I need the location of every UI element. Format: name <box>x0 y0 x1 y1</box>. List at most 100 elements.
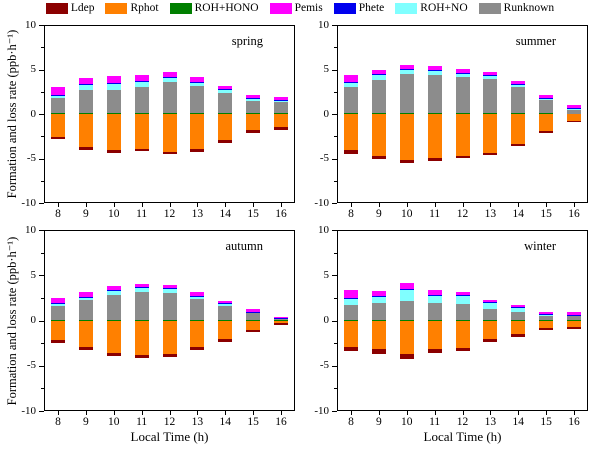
bar-segment-Pemis <box>190 77 205 82</box>
x-tick <box>350 203 352 207</box>
bar-segment-Ldep <box>455 347 470 351</box>
y-tick <box>39 275 44 277</box>
legend-label: Pemis <box>294 2 323 14</box>
bar-segment-Ldep <box>427 158 442 161</box>
legend-item-ROH+NO: ROH+NO <box>395 2 468 15</box>
x-tick <box>141 203 143 207</box>
bar-segment-Pemis <box>455 69 470 73</box>
bar-segment-Ldep <box>134 355 149 359</box>
bar-segment-Ldep <box>106 150 121 154</box>
bar-segment-ROH+NO <box>274 318 289 319</box>
bar-segment-Runknown <box>106 89 121 114</box>
y-tick <box>332 275 337 277</box>
bar-segment-Rphot <box>343 320 358 347</box>
x-tick-label: 13 <box>484 416 497 428</box>
bar-segment-Runknown <box>274 102 289 114</box>
bar-segment-ROH+HONO <box>50 113 65 114</box>
bar-segment-Rphot <box>246 320 261 331</box>
bar-segment-Runknown <box>246 313 261 321</box>
bar-segment-Ldep <box>162 151 177 155</box>
bar-segment-Runknown <box>455 77 470 114</box>
bar-segment-Runknown <box>78 300 93 320</box>
bar-segment-ROH+NO <box>218 303 233 307</box>
bar-segment-Ldep <box>483 153 498 156</box>
bar-segment-Ldep <box>567 326 582 329</box>
x-tick <box>490 203 492 207</box>
bar-segment-ROH+NO <box>567 315 582 317</box>
legend-item-Phete: Phete <box>333 2 385 15</box>
bar-segment-Ldep <box>162 353 177 357</box>
bar-segment-ROH+HONO <box>162 319 177 321</box>
legend-item-Rphot: Rphot <box>105 2 159 15</box>
x-tick <box>434 411 436 415</box>
bar-segment-Rphot <box>218 320 233 340</box>
bar-segment-ROH+HONO <box>246 113 261 114</box>
x-tick-label: 13 <box>191 416 204 428</box>
bar-segment-ROH+HONO <box>190 319 205 321</box>
y-tick <box>39 411 44 412</box>
y-tick <box>39 230 44 231</box>
bar-segment-ROH+HONO <box>343 113 358 114</box>
bar-segment-Pemis <box>218 300 233 304</box>
bar-segment-Ldep <box>343 150 358 154</box>
bar-segment-Pemis <box>274 97 289 101</box>
y-tick-label: -10 <box>314 404 329 417</box>
bar-segment-Rphot <box>511 114 526 145</box>
x-tick <box>197 411 199 415</box>
bar-segment-ROH+NO <box>399 69 414 75</box>
bar-segment-ROH+HONO <box>427 113 442 114</box>
x-tick <box>406 203 408 207</box>
bar-segment-Runknown <box>343 86 358 114</box>
bar-segment-Rphot <box>567 320 582 327</box>
bar-segment-Rphot <box>511 320 526 335</box>
y-minor-tick <box>41 180 44 182</box>
bar-segment-Runknown <box>371 303 386 321</box>
x-tick-label: 11 <box>429 208 441 220</box>
x-tick <box>490 411 492 415</box>
x-tick-label: 10 <box>400 208 413 220</box>
y-tick <box>332 365 337 367</box>
x-tick-label: 8 <box>348 416 354 428</box>
x-tick <box>113 411 115 415</box>
bar-segment-Rphot <box>483 114 498 154</box>
y-tick-label: -5 <box>26 359 36 372</box>
bar-segment-Pemis <box>455 291 470 295</box>
bar-segment-Rphot <box>106 320 121 353</box>
bar-segment-Runknown <box>162 292 177 320</box>
x-tick <box>434 203 436 207</box>
bar-segment-Ldep <box>455 155 470 159</box>
y-tick-label: -10 <box>21 404 36 417</box>
bar-segment-ROH+NO <box>455 295 470 304</box>
x-tick-label: 12 <box>456 416 469 428</box>
bar-segment-Ldep <box>483 339 498 342</box>
y-minor-tick <box>41 47 44 49</box>
x-tick <box>169 203 171 207</box>
bar-segment-Ldep <box>134 148 149 152</box>
bar-segment-ROH+NO <box>78 296 93 301</box>
y-minor-tick <box>41 388 44 390</box>
x-tick <box>406 411 408 415</box>
bar-segment-Pemis <box>106 76 121 83</box>
bar-segment-ROH+NO <box>427 70 442 76</box>
bar-segment-ROH+HONO <box>106 113 121 114</box>
bar-segment-Ldep <box>371 156 386 159</box>
bar-segment-Ldep <box>50 136 65 140</box>
x-tick <box>225 203 227 207</box>
bar-segment-Pemis <box>162 285 177 289</box>
bar-segment-ROH+HONO <box>455 113 470 114</box>
bar-segment-Rphot <box>371 114 386 157</box>
bar-segment-ROH+NO <box>483 302 498 310</box>
x-tick-label: 14 <box>512 208 525 220</box>
bar-segment-Runknown <box>50 98 65 114</box>
bar-segment-Rphot <box>134 320 149 356</box>
x-tick-label: 11 <box>136 416 148 428</box>
bar-segment-ROH+HONO <box>274 113 289 114</box>
bar-segment-Ldep <box>371 349 386 354</box>
bar-segment-ROH+NO <box>218 89 233 93</box>
bar-segment-Ldep <box>106 352 121 356</box>
bar-segment-Runknown <box>106 294 121 320</box>
x-tick-label: 12 <box>456 208 469 220</box>
legend-label: Phete <box>358 2 385 14</box>
x-tick-label: 16 <box>275 416 287 428</box>
bar-segment-ROH+NO <box>511 84 526 88</box>
